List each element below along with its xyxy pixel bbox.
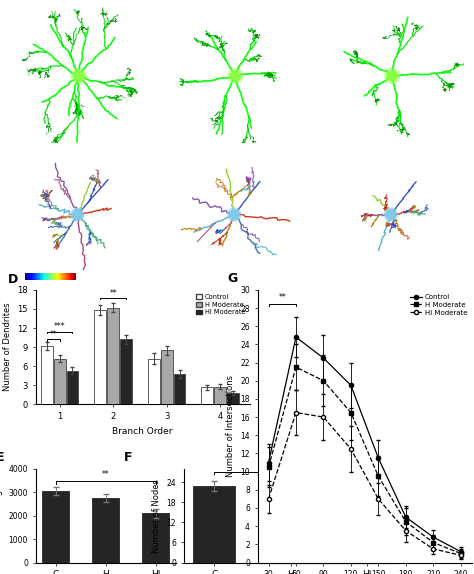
Bar: [173, 374, 185, 404]
Circle shape: [386, 70, 398, 82]
HI Moderate: [293, 409, 299, 416]
Bar: [107, 308, 119, 404]
Text: **: **: [49, 330, 57, 339]
Circle shape: [71, 68, 86, 84]
HI Moderate: [458, 552, 464, 559]
Text: ***: ***: [54, 322, 65, 331]
Bar: [92, 498, 119, 563]
Legend: Control, H Moderate, HI Moderate: Control, H Moderate, HI Moderate: [196, 293, 246, 316]
Bar: [42, 491, 69, 563]
H Moderate: [458, 550, 464, 557]
Y-axis label: Dendrite Length: Dendrite Length: [0, 482, 3, 550]
Y-axis label: Number of Intersections: Number of Intersections: [226, 375, 235, 477]
Circle shape: [228, 208, 241, 222]
Text: D: D: [8, 273, 18, 286]
HI Moderate: [320, 414, 326, 421]
Circle shape: [230, 211, 238, 218]
Legend: Control, H Moderate, HI Moderate: Control, H Moderate, HI Moderate: [409, 293, 468, 316]
Bar: [148, 359, 160, 404]
Circle shape: [71, 208, 84, 222]
Line: H Moderate: H Moderate: [266, 365, 463, 556]
H Moderate: [320, 377, 326, 384]
Bar: [54, 359, 65, 404]
Circle shape: [73, 210, 82, 220]
Bar: [41, 346, 53, 404]
H Moderate: [266, 464, 272, 471]
Circle shape: [384, 208, 398, 222]
Circle shape: [386, 210, 396, 220]
Bar: [346, 519, 388, 563]
Bar: [193, 486, 235, 563]
H Moderate: [293, 364, 299, 371]
Control: [430, 534, 436, 541]
Text: B: B: [173, 9, 182, 18]
Line: Control: Control: [266, 335, 463, 554]
Text: C: C: [330, 9, 338, 18]
Text: Hypoxia: Hypoxia: [175, 132, 203, 138]
Circle shape: [74, 211, 81, 218]
Control: [403, 514, 409, 521]
Bar: [270, 482, 311, 563]
H Moderate: [403, 518, 409, 525]
H Moderate: [430, 539, 436, 546]
H Moderate: [375, 473, 381, 480]
Text: A: A: [17, 9, 26, 18]
Text: Control: Control: [18, 132, 44, 138]
Line: HI Moderate: HI Moderate: [266, 410, 463, 557]
Circle shape: [229, 70, 241, 82]
Circle shape: [228, 68, 243, 84]
Text: **: **: [109, 289, 117, 297]
Circle shape: [74, 72, 83, 80]
H Moderate: [348, 409, 354, 416]
Control: [293, 333, 299, 340]
Bar: [214, 386, 226, 404]
Circle shape: [388, 72, 396, 80]
Text: **: **: [278, 293, 286, 302]
Bar: [227, 393, 239, 404]
Circle shape: [229, 210, 239, 220]
Control: [375, 455, 381, 461]
Circle shape: [387, 211, 394, 218]
Text: 40μm: 40μm: [107, 126, 123, 130]
X-axis label: Branch Order: Branch Order: [112, 426, 173, 436]
Bar: [201, 387, 213, 404]
Text: **: **: [102, 471, 109, 479]
Circle shape: [231, 72, 239, 80]
Bar: [120, 339, 132, 404]
HI Moderate: [266, 495, 272, 502]
HI Moderate: [375, 495, 381, 502]
HI Moderate: [430, 545, 436, 552]
Bar: [94, 310, 106, 404]
Text: ***: ***: [285, 462, 296, 471]
Circle shape: [73, 70, 85, 82]
HI Moderate: [403, 528, 409, 534]
Control: [458, 548, 464, 555]
Bar: [161, 350, 173, 404]
Control: [320, 355, 326, 362]
Text: G: G: [228, 272, 238, 285]
Text: E: E: [0, 451, 5, 464]
HI Moderate: [348, 445, 354, 452]
Control: [348, 382, 354, 389]
Bar: [66, 371, 78, 404]
Bar: [142, 513, 169, 563]
Text: F: F: [124, 451, 132, 464]
Text: Hypoxia Ischemia: Hypoxia Ischemia: [332, 132, 393, 138]
Control: [266, 459, 272, 466]
Y-axis label: Number of Dendrites: Number of Dendrites: [3, 303, 12, 391]
Circle shape: [384, 68, 400, 84]
Y-axis label: Number of Nodes: Number of Nodes: [152, 479, 161, 553]
